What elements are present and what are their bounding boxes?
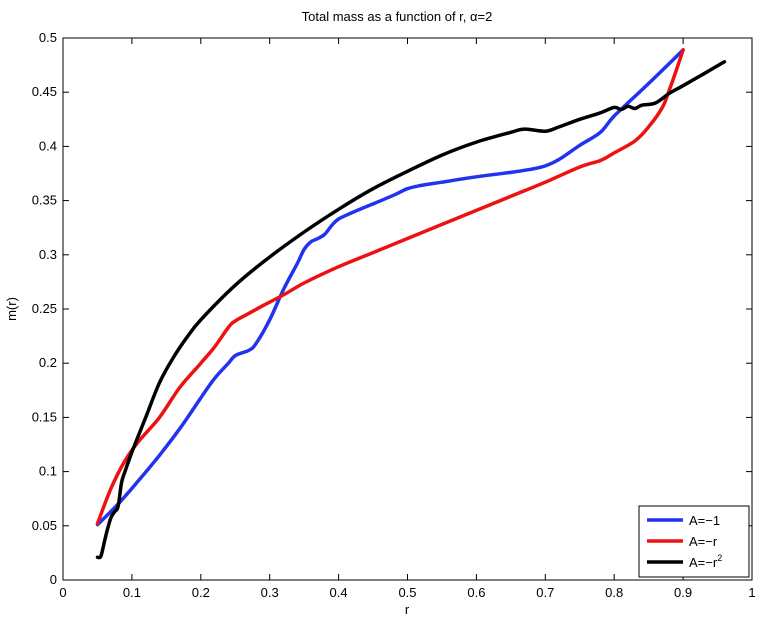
x-tick-label: 0.1 [123,585,141,600]
y-tick-label: 0.4 [39,138,57,153]
legend-label-1: A=−1 [689,513,720,528]
y-tick-label: 0.35 [32,193,57,208]
x-tick-label: 1 [748,585,755,600]
legend-label-3: A=−r2 [689,553,722,570]
y-tick-label: 0.5 [39,30,57,45]
series-line-3 [95,60,727,560]
y-tick-label: 0.45 [32,84,57,99]
chart-title: Total mass as a function of r, α=2 [302,9,493,24]
y-tick-label: 0.05 [32,518,57,533]
y-tick-label: 0.25 [32,301,57,316]
plot-frame [62,37,753,581]
legend: A=−1 A=−r A=−r2 [638,505,750,578]
x-tick-label: 0.4 [330,585,348,600]
x-tick-label: 0.5 [398,585,416,600]
series-layer [95,48,727,560]
x-tick-label: 0.3 [261,585,279,600]
x-axis: 0 0.1 0.2 0.3 0.4 0.5 0.6 0.7 0.8 0.9 1 [59,38,756,600]
legend-label-2: A=−r [689,534,718,549]
x-axis-label: r [405,602,410,617]
series-line-2 [95,48,685,526]
y-axis-label: m(r) [4,297,19,321]
series-line-1 [95,48,685,527]
x-tick-label: 0.2 [192,585,210,600]
x-tick-label: 0.6 [467,585,485,600]
x-tick-label: 0.8 [605,585,623,600]
x-tick-label: 0 [59,585,66,600]
x-tick-label: 0.7 [536,585,554,600]
y-tick-label: 0.1 [39,464,57,479]
y-axis: 0 0.05 0.1 0.15 0.2 0.25 0.3 0.35 0.4 0.45 0.5 [32,30,752,587]
y-tick-label: 0 [50,572,57,587]
y-tick-label: 0.15 [32,409,57,424]
y-tick-label: 0.3 [39,247,57,262]
y-tick-label: 0.2 [39,355,57,370]
x-tick-label: 0.9 [674,585,692,600]
